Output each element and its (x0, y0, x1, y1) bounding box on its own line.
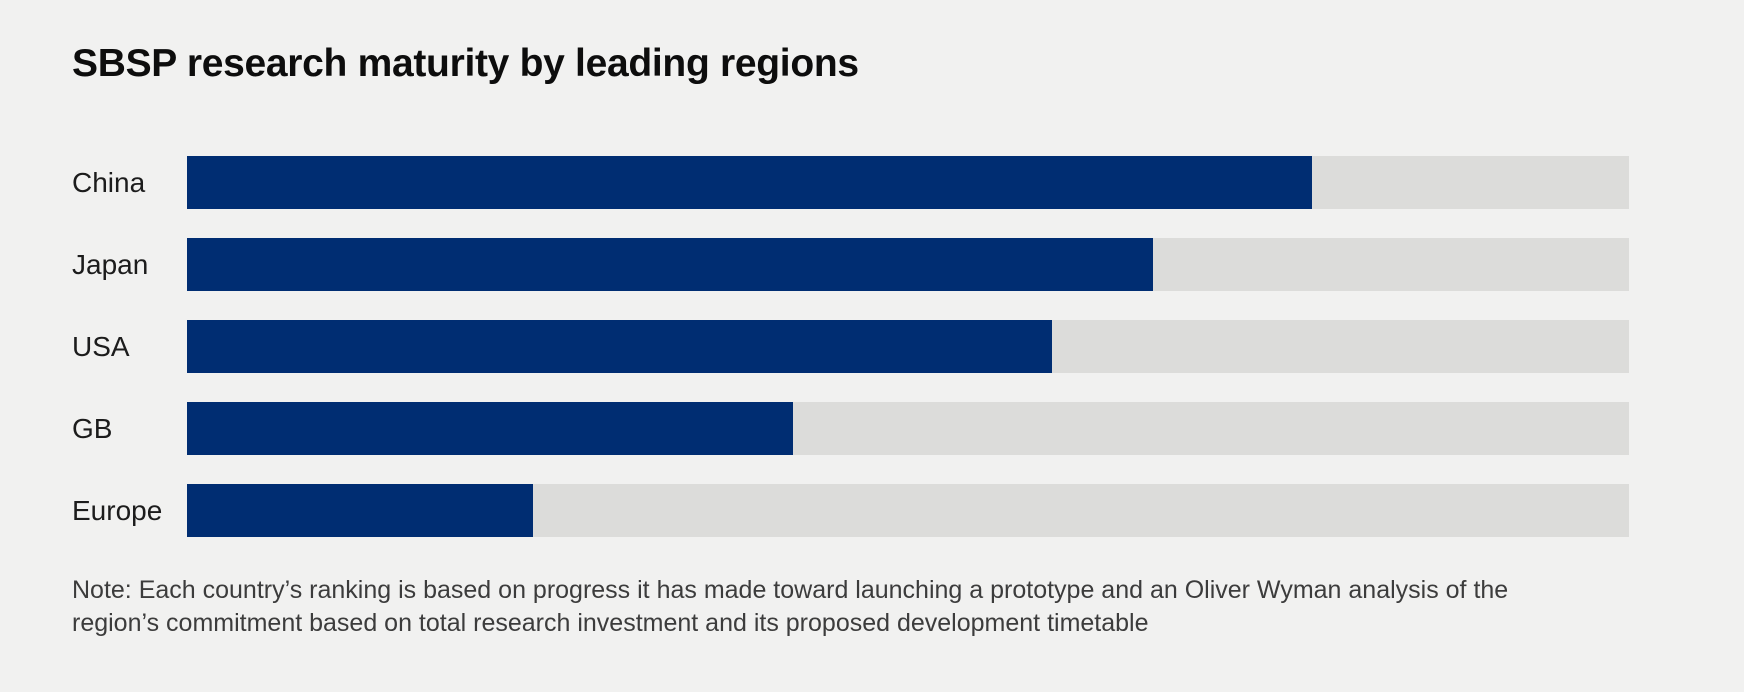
bar-row: USA (72, 320, 1629, 373)
chart-title: SBSP research maturity by leading region… (72, 42, 859, 85)
bar-fill (187, 484, 534, 537)
bar-row: Japan (72, 238, 1629, 291)
bar-track (187, 320, 1629, 373)
bar-row: China (72, 156, 1629, 209)
category-label: China (72, 166, 146, 198)
category-label: Japan (72, 248, 149, 280)
chart-note: Note: Each country’s ranking is based on… (72, 576, 1509, 638)
category-label: USA (72, 330, 130, 362)
bar-track (187, 156, 1629, 209)
category-label: GB (72, 412, 113, 444)
bar-track (187, 402, 1629, 455)
bar-track (187, 238, 1629, 291)
bar-track (187, 484, 1629, 537)
bar-fill (187, 238, 1154, 291)
bar-fill (187, 402, 793, 455)
bar-row: GB (72, 402, 1629, 455)
bar-fill (187, 320, 1053, 373)
bar-rows: China Japan USA GB Europe (72, 156, 1629, 537)
bar-fill (187, 156, 1312, 209)
category-label: Europe (72, 494, 163, 526)
bar-row: Europe (72, 484, 1629, 537)
